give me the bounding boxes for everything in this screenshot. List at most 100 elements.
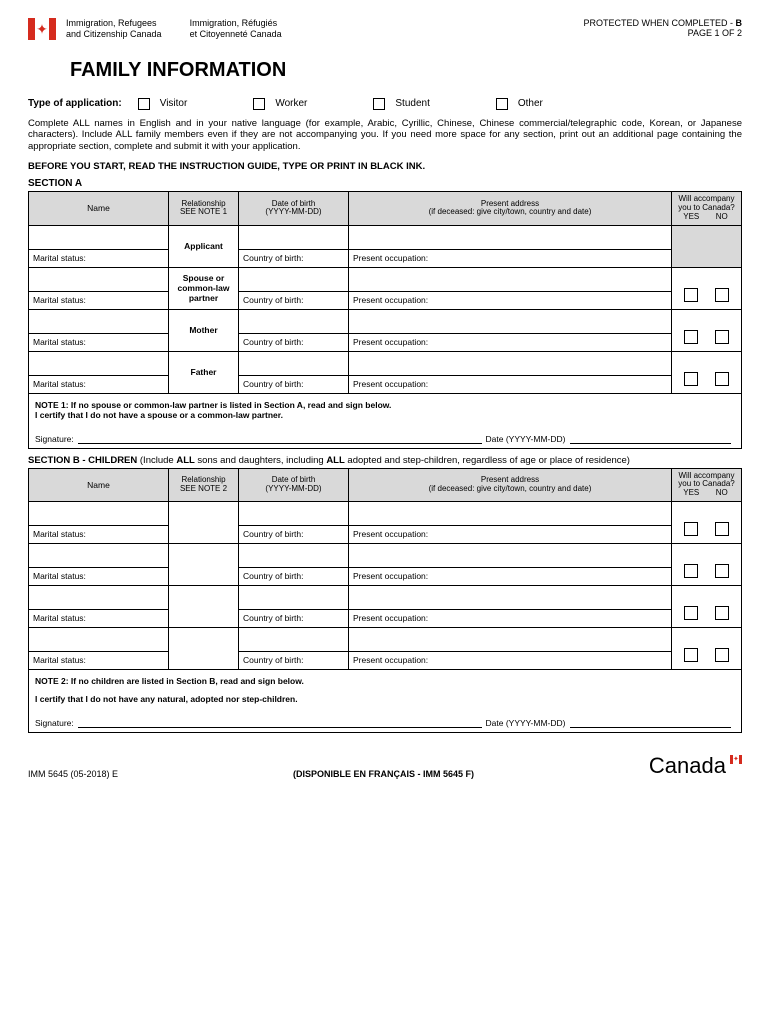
table-row xyxy=(29,543,742,567)
signature-line[interactable] xyxy=(78,718,482,728)
checkbox-student[interactable] xyxy=(373,98,385,110)
marital-field[interactable]: Marital status: xyxy=(29,651,169,669)
checkbox-yes[interactable] xyxy=(684,606,698,620)
addr-field[interactable] xyxy=(349,267,672,291)
dob-field[interactable] xyxy=(239,585,349,609)
cob-field[interactable]: Country of birth: xyxy=(239,525,349,543)
opt-other: Other xyxy=(518,98,543,109)
dob-field[interactable] xyxy=(239,225,349,249)
section-a-label: SECTION A xyxy=(28,178,742,189)
table-header-row: Name RelationshipSEE NOTE 2 Date of birt… xyxy=(29,468,742,501)
table-row: Marital status: Country of birth:Present … xyxy=(29,525,742,543)
marital-field[interactable]: Marital status: xyxy=(29,291,169,309)
dob-field[interactable] xyxy=(239,351,349,375)
occ-field[interactable]: Present occupation: xyxy=(349,249,672,267)
th-name: Name xyxy=(29,192,169,225)
table-row: Marital status: Country of birth: Presen… xyxy=(29,375,742,393)
marital-field[interactable]: Marital status: xyxy=(29,525,169,543)
table-row: Father xyxy=(29,351,742,375)
date-line[interactable] xyxy=(570,434,732,444)
dob-field[interactable] xyxy=(239,543,349,567)
note1-line2: I certify that I do not have a spouse or… xyxy=(35,410,283,420)
cob-field[interactable]: Country of birth: xyxy=(239,609,349,627)
marital-field[interactable]: Marital status: xyxy=(29,249,169,267)
checkbox-yes[interactable] xyxy=(684,372,698,386)
occ-field[interactable]: Present occupation: xyxy=(349,651,672,669)
cob-field[interactable]: Country of birth: xyxy=(239,249,349,267)
cob-field[interactable]: Country of birth: xyxy=(239,567,349,585)
addr-field[interactable] xyxy=(349,501,672,525)
accompany-cell xyxy=(672,225,742,267)
checkbox-no[interactable] xyxy=(715,648,729,662)
occ-field[interactable]: Present occupation: xyxy=(349,375,672,393)
rel-field[interactable] xyxy=(169,585,239,627)
rel-field[interactable] xyxy=(169,627,239,669)
note2-line1: NOTE 2: If no children are listed in Sec… xyxy=(35,676,304,686)
type-label: Type of application: xyxy=(28,98,122,109)
dob-field[interactable] xyxy=(239,309,349,333)
checkbox-other[interactable] xyxy=(496,98,508,110)
dob-field[interactable] xyxy=(239,501,349,525)
addr-field[interactable] xyxy=(349,309,672,333)
checkbox-yes[interactable] xyxy=(684,564,698,578)
signature-label: Signature: xyxy=(35,718,74,728)
occ-field[interactable]: Present occupation: xyxy=(349,567,672,585)
name-field[interactable] xyxy=(29,543,169,567)
rel-field[interactable] xyxy=(169,501,239,543)
cob-field[interactable]: Country of birth: xyxy=(239,375,349,393)
checkbox-worker[interactable] xyxy=(253,98,265,110)
marital-field[interactable]: Marital status: xyxy=(29,567,169,585)
signature-line[interactable] xyxy=(78,434,482,444)
checkbox-yes[interactable] xyxy=(684,330,698,344)
date-line[interactable] xyxy=(570,718,732,728)
protected-marking: PROTECTED WHEN COMPLETED - B PAGE 1 OF 2 xyxy=(583,18,742,38)
opt-worker: Worker xyxy=(275,98,307,109)
name-field[interactable] xyxy=(29,585,169,609)
opt-student: Student xyxy=(395,98,429,109)
occ-field[interactable]: Present occupation: xyxy=(349,525,672,543)
rel-field[interactable] xyxy=(169,543,239,585)
occ-field[interactable]: Present occupation: xyxy=(349,333,672,351)
rel-spouse: Spouse or common-law partner xyxy=(169,267,239,309)
occ-field[interactable]: Present occupation: xyxy=(349,291,672,309)
checkbox-no[interactable] xyxy=(715,330,729,344)
dob-field[interactable] xyxy=(239,627,349,651)
table-row xyxy=(29,627,742,651)
dob-field[interactable] xyxy=(239,267,349,291)
name-field[interactable] xyxy=(29,225,169,249)
name-field[interactable] xyxy=(29,627,169,651)
accompany-cell xyxy=(672,543,742,585)
rel-applicant: Applicant xyxy=(169,225,239,267)
checkbox-no[interactable] xyxy=(715,372,729,386)
name-field[interactable] xyxy=(29,267,169,291)
th-address: Present address(if deceased: give city/t… xyxy=(349,468,672,501)
table-row xyxy=(29,585,742,609)
checkbox-yes[interactable] xyxy=(684,648,698,662)
accompany-cell xyxy=(672,267,742,309)
marital-field[interactable]: Marital status: xyxy=(29,609,169,627)
checkbox-no[interactable] xyxy=(715,522,729,536)
cob-field[interactable]: Country of birth: xyxy=(239,651,349,669)
checkbox-no[interactable] xyxy=(715,606,729,620)
addr-field[interactable] xyxy=(349,351,672,375)
checkbox-no[interactable] xyxy=(715,564,729,578)
marital-field[interactable]: Marital status: xyxy=(29,375,169,393)
name-field[interactable] xyxy=(29,501,169,525)
addr-field[interactable] xyxy=(349,627,672,651)
addr-field[interactable] xyxy=(349,225,672,249)
marital-field[interactable]: Marital status: xyxy=(29,333,169,351)
type-of-application-row: Type of application: Visitor Worker Stud… xyxy=(28,98,742,110)
checkbox-visitor[interactable] xyxy=(138,98,150,110)
before-start-text: BEFORE YOU START, READ THE INSTRUCTION G… xyxy=(28,161,742,172)
addr-field[interactable] xyxy=(349,543,672,567)
checkbox-yes[interactable] xyxy=(684,288,698,302)
checkbox-yes[interactable] xyxy=(684,522,698,536)
cob-field[interactable]: Country of birth: xyxy=(239,291,349,309)
cob-field[interactable]: Country of birth: xyxy=(239,333,349,351)
occ-field[interactable]: Present occupation: xyxy=(349,609,672,627)
addr-field[interactable] xyxy=(349,585,672,609)
name-field[interactable] xyxy=(29,309,169,333)
checkbox-no[interactable] xyxy=(715,288,729,302)
name-field[interactable] xyxy=(29,351,169,375)
canada-wordmark: Canada ✦ xyxy=(649,753,742,779)
